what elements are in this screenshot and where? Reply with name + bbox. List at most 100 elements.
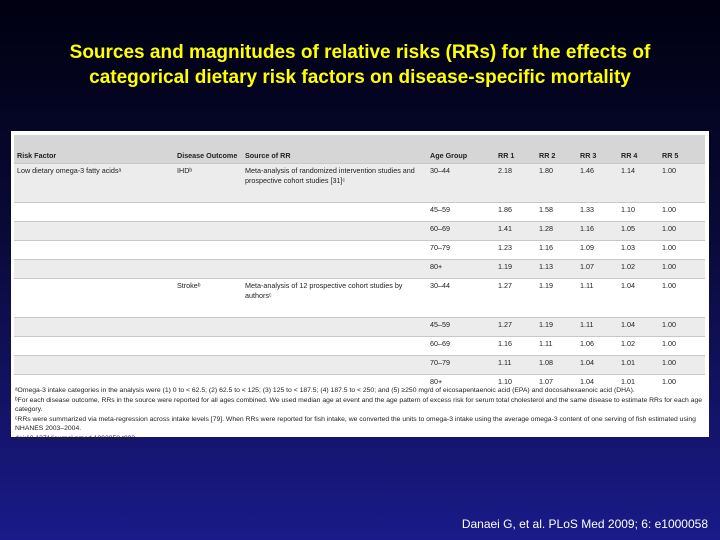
cell-rr2: 1.80 [536, 163, 577, 203]
cell-rr5: 1.00 [659, 374, 705, 393]
cell-rr4: 1.01 [618, 355, 659, 375]
cell-rr3: 1.16 [577, 221, 618, 241]
cell-source [242, 336, 427, 356]
cell-rr3: 1.11 [577, 317, 618, 337]
cell-rr1: 1.27 [495, 317, 536, 337]
cell-source [242, 221, 427, 241]
column-header: Disease Outcome [174, 135, 242, 164]
cell-risk-factor [14, 278, 174, 318]
footnote-a: ᵃOmega-3 intake categories in the analys… [15, 387, 635, 394]
cell-disease-outcome [174, 202, 242, 222]
cell-rr3: 1.04 [577, 355, 618, 375]
column-header: Source of RR [242, 135, 427, 164]
column-header: Age Group [427, 135, 495, 164]
cell-source [242, 317, 427, 337]
table-row: 70–79 1.23 1.16 1.09 1.03 1.00 [14, 240, 705, 260]
cell-risk-factor [14, 336, 174, 356]
cell-age-group: 30–44 [427, 278, 495, 318]
cell-source: Meta-analysis of 12 prospective cohort s… [242, 278, 427, 318]
cell-disease-outcome: Strokeᵇ [174, 278, 242, 318]
cell-rr5: 1.00 [659, 221, 705, 241]
column-header: RR 1 [495, 135, 536, 164]
table-row: Strokeᵇ Meta-analysis of 12 prospective … [14, 278, 705, 318]
cell-rr3: 1.33 [577, 202, 618, 222]
cell-disease-outcome [174, 259, 242, 279]
cell-risk-factor [14, 355, 174, 375]
cell-rr2: 1.11 [536, 336, 577, 356]
table-row: 80+ 1.10 1.07 1.04 1.01 1.00 [14, 374, 705, 393]
cell-disease-outcome [174, 221, 242, 241]
cell-risk-factor [14, 202, 174, 222]
cell-rr2: 1.08 [536, 355, 577, 375]
cell-rr2: 1.58 [536, 202, 577, 222]
table-footnotes: ᵃOmega-3 intake categories in the analys… [15, 386, 705, 444]
cell-rr5: 1.00 [659, 240, 705, 260]
cell-rr5: 1.00 [659, 278, 705, 318]
table-row: 45–59 1.27 1.19 1.11 1.04 1.00 [14, 317, 705, 337]
cell-rr1: 2.18 [495, 163, 536, 203]
cell-rr4: 1.04 [618, 278, 659, 318]
cell-risk-factor [14, 221, 174, 241]
cell-rr2: 1.13 [536, 259, 577, 279]
cell-rr4: 1.02 [618, 336, 659, 356]
cell-rr3: 1.09 [577, 240, 618, 260]
cell-disease-outcome: IHDᵇ [174, 163, 242, 203]
cell-rr5: 1.00 [659, 355, 705, 375]
cell-source [242, 202, 427, 222]
cell-rr4: 1.05 [618, 221, 659, 241]
cell-rr1: 1.86 [495, 202, 536, 222]
table-row: Low dietary omega-3 fatty acidsᵃ IHDᵇ Me… [14, 163, 705, 203]
cell-rr2: 1.07 [536, 374, 577, 393]
cell-rr1: 1.23 [495, 240, 536, 260]
cell-rr5: 1.00 [659, 336, 705, 356]
cell-age-group: 30–44 [427, 163, 495, 203]
table-row: 60–69 1.16 1.11 1.06 1.02 1.00 [14, 336, 705, 356]
cell-rr3: 1.46 [577, 163, 618, 203]
cell-rr1: 1.10 [495, 374, 536, 393]
cell-source [242, 240, 427, 260]
cell-rr2: 1.19 [536, 317, 577, 337]
cell-age-group: 60–69 [427, 336, 495, 356]
cell-source [242, 355, 427, 375]
cell-rr1: 1.11 [495, 355, 536, 375]
cell-rr5: 1.00 [659, 259, 705, 279]
cell-rr4: 1.01 [618, 374, 659, 393]
slide-title-line-2: categorical dietary risk factors on dise… [89, 67, 631, 88]
column-header: RR 4 [618, 135, 659, 164]
cell-disease-outcome [174, 336, 242, 356]
cell-risk-factor [14, 240, 174, 260]
cell-source [242, 259, 427, 279]
cell-rr1: 1.16 [495, 336, 536, 356]
cell-rr3: 1.06 [577, 336, 618, 356]
cell-age-group: 80+ [427, 374, 495, 393]
footnote-c: ᶜRRs were summarized via meta-regression… [15, 415, 696, 433]
table-row: 60–69 1.41 1.28 1.16 1.05 1.00 [14, 221, 705, 241]
cell-age-group: 70–79 [427, 355, 495, 375]
slide-title: Sources and magnitudes of relative risks… [0, 40, 720, 90]
cell-age-group: 60–69 [427, 221, 495, 241]
cell-rr4: 1.03 [618, 240, 659, 260]
cell-risk-factor [14, 374, 174, 393]
relative-risk-table: Risk Factor Disease Outcome Source of RR… [14, 135, 705, 393]
cell-age-group: 45–59 [427, 202, 495, 222]
cell-age-group: 80+ [427, 259, 495, 279]
cell-rr5: 1.00 [659, 317, 705, 337]
table-panel: Risk Factor Disease Outcome Source of RR… [11, 131, 709, 442]
cell-age-group: 45–59 [427, 317, 495, 337]
cell-rr1: 1.27 [495, 278, 536, 318]
table-row: 80+ 1.19 1.13 1.07 1.02 1.00 [14, 259, 705, 279]
column-header: Risk Factor [14, 135, 174, 164]
cell-disease-outcome [174, 374, 242, 393]
cell-age-group: 70–79 [427, 240, 495, 260]
table-row: 45–59 1.86 1.58 1.33 1.10 1.00 [14, 202, 705, 222]
cell-rr2: 1.19 [536, 278, 577, 318]
cell-risk-factor [14, 317, 174, 337]
cell-rr3: 1.07 [577, 259, 618, 279]
slide-title-line-1: Sources and magnitudes of relative risks… [69, 42, 651, 63]
cell-rr5: 1.00 [659, 202, 705, 222]
source-citation: Danaei G, et al. PLoS Med 2009; 6: e1000… [461, 517, 708, 531]
doi-reference: doi:10.1371/journal.pmed.1000058.t003 [15, 434, 136, 442]
cell-rr2: 1.28 [536, 221, 577, 241]
cell-rr4: 1.04 [618, 317, 659, 337]
cell-risk-factor [14, 259, 174, 279]
